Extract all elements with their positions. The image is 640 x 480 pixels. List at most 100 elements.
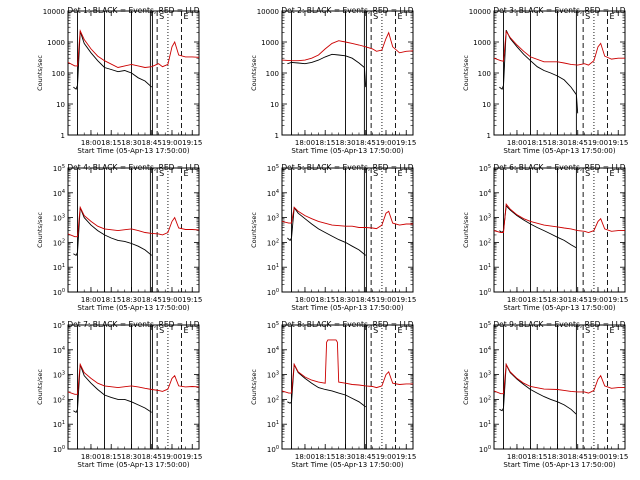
- y-tick-label: 105: [479, 164, 491, 173]
- series-events-line: [73, 31, 153, 90]
- plot-area: [68, 11, 199, 135]
- marker-s: S: [373, 12, 378, 21]
- x-tick-label: 18:00: [507, 453, 527, 461]
- marker-s: S: [159, 326, 164, 335]
- y-tick-label: 100: [267, 288, 279, 297]
- y-tick-label: 100: [53, 445, 65, 454]
- series-lld-line: [282, 31, 413, 62]
- x-tick-label: 18:15: [101, 453, 121, 461]
- x-tick-label: 18:30: [335, 453, 355, 461]
- x-tick-label: 18:15: [101, 296, 121, 304]
- marker-s: S: [373, 169, 378, 178]
- y-tick-label: 10: [56, 101, 65, 109]
- plot-area: [282, 11, 413, 135]
- x-tick-label: 19:00: [376, 296, 396, 304]
- y-tick-label: 10000: [257, 8, 279, 16]
- x-tick-label: 19:00: [588, 296, 608, 304]
- series-lld-line: [282, 206, 413, 230]
- plot-frame: [67, 167, 200, 293]
- x-tick-label: 19:15: [608, 139, 628, 147]
- y-tick-label: 10000: [469, 8, 491, 16]
- y-tick-label: 102: [53, 395, 65, 404]
- y-tick-label: 10: [482, 101, 491, 109]
- plot-frame: [281, 10, 414, 136]
- series-events-line: [499, 204, 577, 249]
- plot-area: [282, 325, 413, 449]
- y-tick-label: 100: [52, 70, 65, 78]
- x-tick-label: 19:00: [376, 139, 396, 147]
- series-events-line: [287, 363, 366, 408]
- x-tick-label: 18:45: [568, 453, 588, 461]
- x-axis-label: Start Time (05-Apr-13 17:50:00): [77, 304, 189, 312]
- y-tick-label: 100: [266, 70, 279, 78]
- marker-s: S: [585, 169, 590, 178]
- x-tick-label: 18:15: [315, 453, 335, 461]
- x-tick-label: 18:30: [121, 453, 141, 461]
- y-axis-label: Counts/sec: [36, 212, 44, 248]
- x-tick-label: 18:30: [547, 139, 567, 147]
- x-tick-label: 18:15: [527, 296, 547, 304]
- y-tick-label: 1000: [473, 39, 491, 47]
- x-axis-label: Start Time (05-Apr-13 17:50:00): [503, 304, 615, 312]
- x-axis-label: Start Time (05-Apr-13 17:50:00): [77, 461, 189, 469]
- y-tick-label: 102: [479, 395, 491, 404]
- panel-title: Det 2: BLACK = Events, RED = LLD: [281, 6, 413, 15]
- x-axis-label: Start Time (05-Apr-13 17:50:00): [503, 461, 615, 469]
- y-tick-label: 100: [53, 288, 65, 297]
- plot-area: [68, 325, 199, 449]
- x-tick-label: 18:30: [335, 139, 355, 147]
- x-tick-label: 18:30: [121, 139, 141, 147]
- plot-area: [494, 168, 625, 292]
- y-tick-label: 103: [479, 214, 491, 223]
- y-tick-label: 102: [53, 238, 65, 247]
- series-lld-line: [494, 30, 625, 66]
- x-tick-label: 18:00: [295, 453, 315, 461]
- y-tick-label: 1: [275, 132, 279, 140]
- x-tick-label: 18:45: [356, 139, 376, 147]
- y-tick-label: 100: [479, 288, 491, 297]
- plot-frame: [281, 167, 414, 293]
- series-lld-line: [494, 362, 625, 395]
- panel-title: Det 5: BLACK = Events, RED = LLD: [281, 163, 413, 172]
- x-tick-label: 19:00: [162, 296, 182, 304]
- y-tick-label: 105: [267, 321, 279, 330]
- x-tick-label: 19:15: [182, 296, 202, 304]
- plot-frame: [493, 324, 626, 450]
- y-axis-label: Counts/sec: [250, 369, 258, 405]
- marker-e: E: [609, 169, 614, 178]
- plot-frame: [67, 10, 200, 136]
- y-tick-label: 104: [53, 346, 65, 355]
- x-axis-label: Start Time (05-Apr-13 17:50:00): [503, 147, 615, 155]
- y-tick-label: 104: [479, 189, 491, 198]
- y-axis-label: Counts/sec: [250, 212, 258, 248]
- panel-title: Det 4: BLACK = Events, RED = LLD: [67, 163, 199, 172]
- plot-frame: [67, 324, 200, 450]
- plot-frame: [493, 10, 626, 136]
- y-tick-label: 103: [53, 371, 65, 380]
- marker-e: E: [397, 169, 402, 178]
- x-tick-label: 18:30: [547, 453, 567, 461]
- y-tick-label: 105: [53, 321, 65, 330]
- x-tick-label: 18:45: [568, 139, 588, 147]
- marker-s: S: [373, 326, 378, 335]
- x-tick-label: 18:30: [121, 296, 141, 304]
- panel-title: Det 9: BLACK = Events, RED = LLD: [493, 320, 625, 329]
- y-tick-label: 103: [267, 371, 279, 380]
- series-events-line: [73, 364, 152, 414]
- x-tick-label: 18:00: [295, 139, 315, 147]
- x-tick-label: 19:00: [588, 139, 608, 147]
- y-tick-label: 1: [61, 132, 65, 140]
- x-tick-label: 19:15: [396, 139, 416, 147]
- y-tick-label: 104: [267, 189, 279, 198]
- series-lld-line: [282, 339, 413, 394]
- y-tick-label: 100: [478, 70, 491, 78]
- series-lld-line: [68, 362, 199, 395]
- x-axis-label: Start Time (05-Apr-13 17:50:00): [291, 304, 403, 312]
- x-tick-label: 19:00: [162, 453, 182, 461]
- y-tick-label: 101: [267, 420, 279, 429]
- panel-title: Det 1: BLACK = Events, RED = LLD: [67, 6, 199, 15]
